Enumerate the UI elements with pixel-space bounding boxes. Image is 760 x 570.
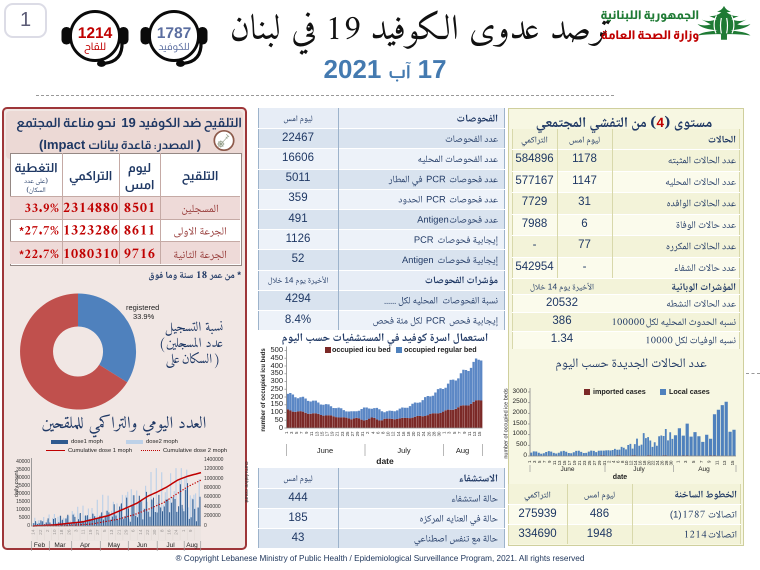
svg-text:21: 21 (335, 431, 340, 436)
svg-text:7: 7 (542, 460, 547, 463)
svg-text:2: 2 (365, 431, 370, 434)
svg-text:21: 21 (577, 460, 582, 465)
svg-text:15: 15 (477, 431, 482, 436)
svg-text:1: 1 (284, 431, 289, 434)
svg-text:11: 11 (552, 460, 557, 465)
svg-text:27: 27 (350, 431, 355, 436)
svg-text:20: 20 (646, 460, 651, 465)
svg-text:13: 13 (472, 431, 477, 436)
svg-text:14: 14 (396, 431, 401, 436)
svg-text:9: 9 (304, 431, 309, 434)
svg-text:9: 9 (547, 460, 552, 463)
svg-text:12: 12 (629, 460, 634, 465)
svg-text:8: 8 (381, 431, 386, 434)
svg-text:25: 25 (345, 431, 350, 436)
svg-text:5: 5 (294, 431, 299, 434)
svg-text:1: 1 (442, 431, 447, 434)
svg-text:28: 28 (664, 460, 669, 465)
svg-text:11: 11 (467, 431, 472, 436)
svg-text:24: 24 (655, 460, 660, 465)
svg-text:5: 5 (691, 460, 696, 463)
svg-text:9: 9 (462, 431, 467, 434)
svg-text:17: 17 (325, 431, 330, 436)
svg-text:11: 11 (309, 431, 314, 436)
svg-text:13: 13 (314, 431, 319, 436)
svg-text:26: 26 (660, 460, 665, 465)
svg-text:20: 20 (411, 431, 416, 436)
svg-text:7: 7 (299, 431, 304, 434)
svg-text:6: 6 (375, 431, 380, 434)
svg-text:29: 29 (597, 460, 602, 465)
svg-text:15: 15 (319, 431, 324, 436)
svg-text:1: 1 (527, 460, 532, 463)
svg-text:10: 10 (624, 460, 629, 465)
svg-text:6: 6 (615, 460, 620, 463)
svg-text:19: 19 (572, 460, 577, 465)
svg-text:3: 3 (447, 431, 452, 434)
svg-text:31: 31 (360, 431, 365, 436)
svg-text:25: 25 (587, 460, 592, 465)
svg-text:13: 13 (557, 460, 562, 465)
svg-text:13: 13 (722, 460, 727, 465)
svg-text:12: 12 (391, 431, 396, 436)
svg-text:22: 22 (416, 431, 421, 436)
svg-text:5: 5 (452, 431, 457, 434)
svg-text:2: 2 (607, 460, 612, 463)
svg-text:11: 11 (714, 460, 719, 465)
svg-text:4: 4 (370, 431, 375, 434)
svg-text:27: 27 (592, 460, 597, 465)
svg-text:16: 16 (638, 460, 643, 465)
svg-text:18: 18 (642, 460, 647, 465)
svg-text:30: 30 (668, 460, 673, 465)
svg-text:3: 3 (683, 460, 688, 463)
svg-text:10: 10 (386, 431, 391, 436)
svg-text:17: 17 (567, 460, 572, 465)
svg-text:7: 7 (699, 460, 704, 463)
svg-text:26: 26 (426, 431, 431, 436)
svg-text:24: 24 (421, 431, 426, 436)
svg-text:3: 3 (289, 431, 294, 434)
svg-text:15: 15 (562, 460, 567, 465)
svg-text:9: 9 (707, 460, 712, 463)
svg-text:19: 19 (330, 431, 335, 436)
svg-text:4: 4 (611, 460, 616, 463)
svg-text:1: 1 (675, 460, 680, 463)
svg-text:22: 22 (651, 460, 656, 465)
svg-text:23: 23 (340, 431, 345, 436)
svg-text:18: 18 (406, 431, 411, 436)
svg-text:29: 29 (355, 431, 360, 436)
svg-text:14: 14 (633, 460, 638, 465)
svg-text:30: 30 (437, 431, 442, 436)
svg-text:3: 3 (532, 460, 537, 463)
svg-text:23: 23 (582, 460, 587, 465)
svg-text:15: 15 (730, 460, 735, 465)
svg-text:31: 31 (602, 460, 607, 465)
svg-text:7: 7 (457, 431, 462, 434)
svg-text:5: 5 (537, 460, 542, 463)
svg-text:8: 8 (620, 460, 625, 463)
svg-text:16: 16 (401, 431, 406, 436)
svg-text:28: 28 (431, 431, 436, 436)
